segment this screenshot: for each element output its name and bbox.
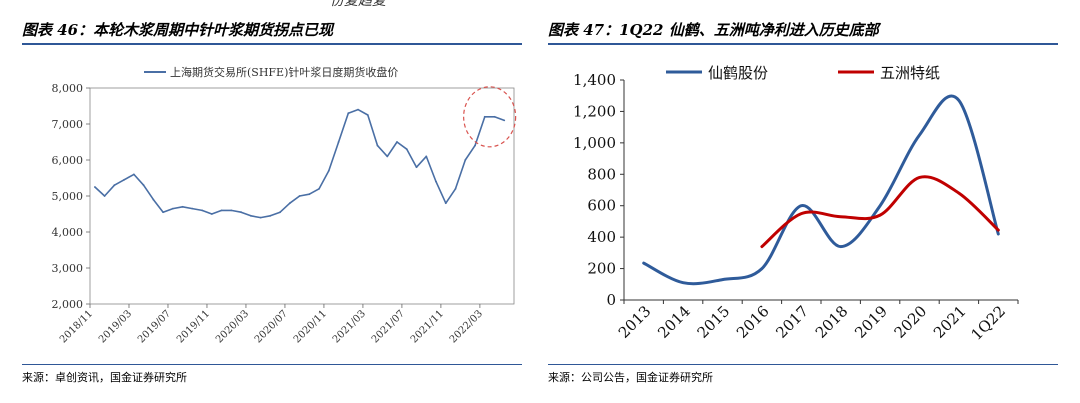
data-point [503,119,506,122]
data-point [337,141,340,143]
data-point [386,155,389,158]
data-point [279,211,281,214]
data-point [493,115,496,118]
data-point [464,159,467,161]
figure-source: 来源：卓创资讯，国金证券研究所 [22,371,187,384]
data-point [191,207,194,210]
y-tick-label: 2,000 [52,298,84,311]
x-tick-label: 2020 [891,302,931,342]
x-tick-label: 2018/11 [58,308,95,345]
x-tick-label: 2021/11 [409,308,446,345]
y-tick-label: 7,000 [52,118,84,131]
legend-label: 仙鹤股份 [708,64,768,82]
legend-label: 五洲特纸 [880,64,940,82]
y-tick-label: 1,400 [573,71,616,89]
x-tick-label: 2013 [615,302,655,342]
x-tick-label: 2019/11 [175,308,212,345]
x-tick-label: 2021/03 [331,308,368,345]
y-tick-label: 4,000 [52,226,84,239]
data-point [347,112,350,115]
data-point [93,186,96,188]
header-fragment: 份复趋复 [330,0,386,9]
data-point [483,115,486,118]
data-point [201,209,203,212]
y-tick-label: 8,000 [52,82,84,95]
x-tick-label: 2021/07 [370,308,407,345]
x-tick-label: 2018 [812,302,852,342]
y-tick-label: 1,000 [573,134,616,152]
x-tick-label: 2015 [694,302,734,342]
y-tick-label: 6,000 [52,154,84,167]
y-tick-label: 200 [587,260,616,278]
x-tick-label: 2020/07 [253,308,290,345]
data-point [396,141,398,143]
x-tick-label: 2019 [851,302,891,342]
data-point [240,211,242,214]
data-point [142,184,145,187]
y-tick-label: 600 [587,197,616,215]
data-point [259,216,262,219]
x-tick-label: 2014 [654,302,694,342]
y-tick-label: 1,200 [573,102,616,120]
x-tick-label: 2020/11 [292,308,329,345]
x-tick-label: 2017 [772,302,812,342]
data-point [425,155,428,158]
title-rule [548,43,1058,45]
legend-label: 上海期货交易所(SHFE)针叶浆日度期货收盘价 [170,65,398,79]
chart-46: 2,000 3,000 4,000 5,000 6,000 7,000 8,000 2018/… [22,52,522,361]
data-point [435,180,437,183]
x-tick-label: 2021 [930,302,970,342]
chart-47: 0 200 400 600 800 1,000 1,200 1,400 2013 2014 2015… [548,52,1058,361]
y-tick-label: 3,000 [52,262,84,275]
data-point [269,214,272,217]
data-point [327,169,330,172]
figure-title: 图表 46：本轮木浆周期中针叶浆期货拐点已现 [22,21,334,39]
data-point [366,114,369,116]
y-tick-label: 400 [587,228,616,246]
data-point [210,213,213,215]
data-point [405,148,408,151]
figure-source: 来源：公司公告，国金证券研究所 [548,371,713,384]
y-tick-label: 0 [606,291,616,309]
title-rule [22,43,522,45]
data-point [152,198,155,201]
figure-title: 图表 47：1Q22 仙鹤、五洲吨净利进入历史底部 [548,21,879,39]
data-point [444,202,447,205]
data-point [171,207,174,210]
source-rule [22,364,522,365]
chart-47-svg: 0 200 400 600 800 1,000 1,200 1,400 2013 2014 2015… [573,64,1019,344]
x-tick-label: 2020/03 [214,308,251,345]
data-point [249,214,252,217]
data-point [132,173,135,176]
y-tick-label: 800 [587,165,616,183]
data-point [288,202,291,205]
data-point [376,144,379,147]
data-point [318,187,320,190]
data-point [230,209,233,212]
source-rule [548,364,1058,365]
x-tick-label: 1Q22 [967,302,1009,344]
wuzhou-series-line [760,175,1000,249]
y-tick-label: 5,000 [52,190,84,203]
x-tick-label: 2016 [733,302,773,342]
data-point [415,166,418,169]
data-point [357,108,359,111]
price-series-line [94,108,505,219]
x-tick-label: 2019/07 [136,308,173,345]
data-point [308,193,311,196]
data-point [162,211,165,214]
data-point [474,144,476,147]
data-point [298,195,301,197]
xianhe-series-line [642,94,1000,286]
chart-46-svg: 2,000 3,000 4,000 5,000 6,000 7,000 8,000 2018/… [52,65,517,345]
data-point [220,209,223,212]
data-point [454,187,457,190]
data-point [181,205,184,208]
data-point [103,195,106,197]
data-point [123,178,126,181]
x-tick-label: 2022/03 [448,308,485,345]
x-tick-label: 2019/03 [97,308,134,345]
highlight-circle [463,86,517,148]
data-point [113,184,116,187]
